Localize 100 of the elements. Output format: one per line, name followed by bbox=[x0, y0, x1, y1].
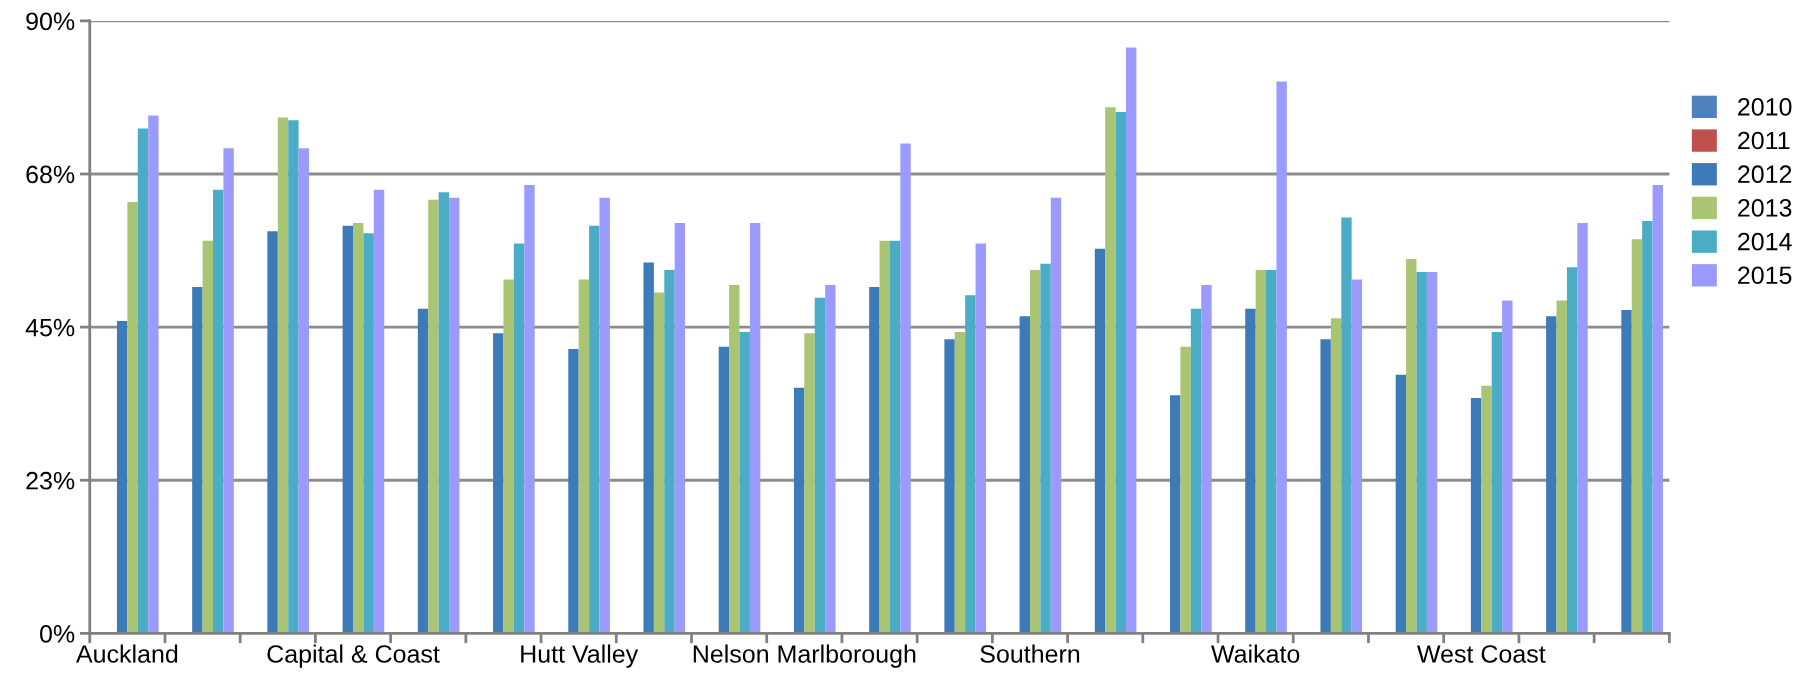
bar bbox=[1491, 331, 1503, 634]
bar bbox=[568, 348, 579, 634]
bar bbox=[1416, 272, 1427, 634]
legend-label: 2012 bbox=[1738, 165, 1792, 184]
y-tick-label: 45% bbox=[25, 318, 75, 337]
legend-label: 2015 bbox=[1738, 266, 1792, 285]
bar bbox=[578, 279, 590, 634]
bar bbox=[825, 284, 836, 634]
bar bbox=[944, 339, 955, 634]
bar bbox=[965, 295, 976, 634]
bar bbox=[1040, 263, 1051, 634]
bar bbox=[1631, 239, 1643, 634]
bar bbox=[342, 225, 354, 634]
bar bbox=[1351, 279, 1363, 634]
bar bbox=[449, 197, 460, 634]
bar bbox=[298, 148, 310, 634]
bar bbox=[1105, 107, 1116, 634]
y-tick-label: 68% bbox=[26, 165, 75, 184]
bar bbox=[438, 192, 450, 634]
bar bbox=[417, 308, 429, 634]
bar bbox=[148, 115, 159, 634]
bar bbox=[1341, 217, 1352, 634]
bar bbox=[1577, 223, 1588, 634]
bar bbox=[1019, 316, 1030, 634]
bar bbox=[879, 240, 890, 634]
bar bbox=[1426, 272, 1438, 634]
bar bbox=[1320, 339, 1331, 634]
bar bbox=[1180, 346, 1191, 634]
bar bbox=[653, 292, 665, 634]
x-tick-label: Auckland bbox=[75, 644, 178, 663]
bar bbox=[1201, 284, 1212, 634]
y-tick-label: 0% bbox=[40, 624, 75, 643]
bar bbox=[1652, 184, 1663, 634]
bar bbox=[718, 346, 730, 634]
bar bbox=[493, 333, 504, 634]
bar bbox=[202, 240, 213, 634]
bar bbox=[664, 269, 675, 634]
bar bbox=[127, 201, 138, 634]
bar bbox=[599, 197, 610, 634]
bar bbox=[428, 199, 439, 634]
bar bbox=[192, 286, 203, 634]
bar bbox=[223, 148, 234, 634]
bar bbox=[1094, 248, 1106, 634]
bar bbox=[643, 262, 654, 634]
x-tick-label: Nelson Marlborough bbox=[693, 644, 916, 668]
bar bbox=[1546, 316, 1557, 634]
bar bbox=[975, 243, 986, 634]
bar bbox=[1115, 112, 1127, 634]
bar bbox=[503, 279, 514, 634]
bar bbox=[513, 243, 525, 634]
bar bbox=[814, 297, 826, 634]
bar bbox=[1470, 397, 1482, 634]
legend-label: 2010 bbox=[1738, 97, 1792, 116]
bar bbox=[1566, 267, 1578, 634]
bar bbox=[524, 184, 535, 634]
bar bbox=[277, 117, 289, 634]
bar bbox=[267, 231, 278, 634]
bar bbox=[1621, 310, 1632, 634]
x-tick-label: West Coast bbox=[1417, 645, 1546, 663]
bar bbox=[793, 387, 805, 634]
bar bbox=[363, 233, 374, 634]
bar bbox=[1276, 81, 1287, 634]
bar bbox=[1170, 395, 1181, 634]
bar bbox=[1126, 47, 1137, 634]
bar bbox=[1255, 269, 1267, 634]
bar bbox=[1029, 269, 1041, 634]
bar bbox=[1556, 300, 1567, 634]
x-tick-label: Southern bbox=[980, 644, 1080, 663]
bar bbox=[869, 286, 880, 634]
bar bbox=[212, 189, 224, 634]
bar bbox=[1406, 259, 1417, 634]
bar bbox=[804, 333, 815, 634]
bar bbox=[729, 284, 740, 634]
bar bbox=[739, 331, 750, 634]
bar bbox=[1502, 300, 1513, 634]
bar bbox=[1481, 385, 1492, 634]
bar bbox=[954, 331, 966, 634]
bar bbox=[1245, 308, 1256, 634]
bar bbox=[1395, 374, 1407, 634]
bar bbox=[674, 223, 686, 634]
x-tick-label: Hutt Valley bbox=[521, 644, 639, 668]
bar bbox=[373, 189, 385, 634]
bar bbox=[137, 128, 149, 634]
bar bbox=[288, 120, 299, 634]
bar bbox=[589, 225, 600, 634]
x-tick-label: Waikato bbox=[1211, 644, 1300, 663]
legend-label: 2011 bbox=[1738, 131, 1790, 150]
legend-label: 2013 bbox=[1738, 199, 1792, 217]
bar bbox=[1330, 318, 1342, 634]
bar bbox=[1642, 220, 1653, 634]
bar bbox=[116, 321, 128, 634]
bar bbox=[1190, 308, 1202, 634]
bar bbox=[1050, 197, 1062, 634]
bar bbox=[900, 143, 911, 634]
y-tick-label: 90% bbox=[26, 12, 75, 31]
x-tick-label: Capital & Coast bbox=[267, 644, 440, 668]
bar bbox=[749, 223, 761, 634]
bar bbox=[1266, 269, 1277, 634]
y-tick-label: 23% bbox=[26, 471, 75, 490]
bar bbox=[889, 240, 901, 634]
